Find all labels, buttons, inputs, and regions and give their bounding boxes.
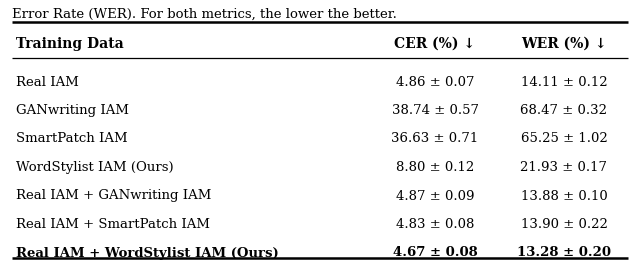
Text: 65.25 ± 1.02: 65.25 ± 1.02 xyxy=(520,133,607,145)
Text: 4.87 ± 0.09: 4.87 ± 0.09 xyxy=(396,190,474,202)
Text: 13.28 ± 0.20: 13.28 ± 0.20 xyxy=(517,247,611,260)
Text: 68.47 ± 0.32: 68.47 ± 0.32 xyxy=(520,104,607,117)
Text: 4.86 ± 0.07: 4.86 ± 0.07 xyxy=(396,76,474,88)
Text: 4.83 ± 0.08: 4.83 ± 0.08 xyxy=(396,218,474,231)
Text: WordStylist IAM (Ours): WordStylist IAM (Ours) xyxy=(16,161,173,174)
Text: Real IAM + GANwriting IAM: Real IAM + GANwriting IAM xyxy=(16,190,211,202)
Text: WER (%) ↓: WER (%) ↓ xyxy=(521,37,607,51)
Text: GANwriting IAM: GANwriting IAM xyxy=(16,104,129,117)
Text: Real IAM: Real IAM xyxy=(16,76,79,88)
Text: 36.63 ± 0.71: 36.63 ± 0.71 xyxy=(392,133,479,145)
Text: Real IAM + SmartPatch IAM: Real IAM + SmartPatch IAM xyxy=(16,218,210,231)
Text: Real IAM + WordStylist IAM (Ours): Real IAM + WordStylist IAM (Ours) xyxy=(16,247,279,260)
Text: 38.74 ± 0.57: 38.74 ± 0.57 xyxy=(392,104,479,117)
Text: 14.11 ± 0.12: 14.11 ± 0.12 xyxy=(521,76,607,88)
Text: 13.88 ± 0.10: 13.88 ± 0.10 xyxy=(520,190,607,202)
Text: 13.90 ± 0.22: 13.90 ± 0.22 xyxy=(520,218,607,231)
Text: 4.67 ± 0.08: 4.67 ± 0.08 xyxy=(392,247,477,260)
Text: Training Data: Training Data xyxy=(16,37,124,51)
Text: SmartPatch IAM: SmartPatch IAM xyxy=(16,133,127,145)
Text: 21.93 ± 0.17: 21.93 ± 0.17 xyxy=(520,161,607,174)
Text: CER (%) ↓: CER (%) ↓ xyxy=(394,37,476,51)
Text: 8.80 ± 0.12: 8.80 ± 0.12 xyxy=(396,161,474,174)
Text: Error Rate (WER). For both metrics, the lower the better.: Error Rate (WER). For both metrics, the … xyxy=(12,8,397,21)
